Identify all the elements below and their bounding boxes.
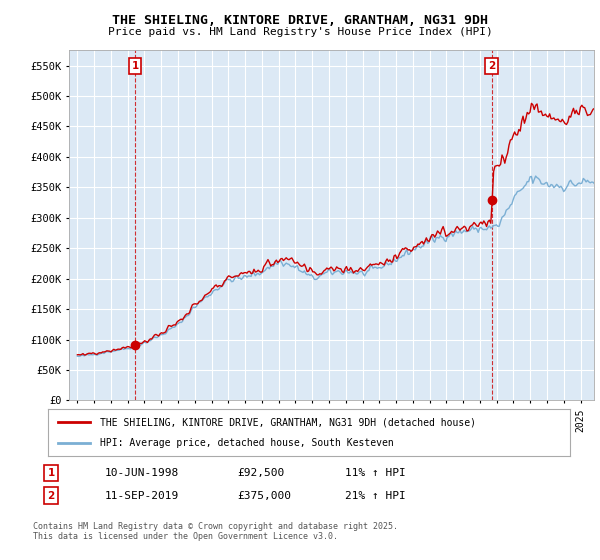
Text: 2: 2: [47, 491, 55, 501]
Text: £375,000: £375,000: [237, 491, 291, 501]
Text: £92,500: £92,500: [237, 468, 284, 478]
Text: 2: 2: [488, 61, 495, 71]
Text: 21% ↑ HPI: 21% ↑ HPI: [345, 491, 406, 501]
Text: THE SHIELING, KINTORE DRIVE, GRANTHAM, NG31 9DH: THE SHIELING, KINTORE DRIVE, GRANTHAM, N…: [112, 14, 488, 27]
Text: 1: 1: [47, 468, 55, 478]
Text: THE SHIELING, KINTORE DRIVE, GRANTHAM, NG31 9DH (detached house): THE SHIELING, KINTORE DRIVE, GRANTHAM, N…: [100, 417, 476, 427]
Text: Price paid vs. HM Land Registry's House Price Index (HPI): Price paid vs. HM Land Registry's House …: [107, 27, 493, 37]
Text: 1: 1: [131, 61, 139, 71]
Text: 11% ↑ HPI: 11% ↑ HPI: [345, 468, 406, 478]
Text: 10-JUN-1998: 10-JUN-1998: [105, 468, 179, 478]
Text: HPI: Average price, detached house, South Kesteven: HPI: Average price, detached house, Sout…: [100, 438, 394, 448]
Text: 11-SEP-2019: 11-SEP-2019: [105, 491, 179, 501]
Text: Contains HM Land Registry data © Crown copyright and database right 2025.
This d: Contains HM Land Registry data © Crown c…: [33, 522, 398, 542]
